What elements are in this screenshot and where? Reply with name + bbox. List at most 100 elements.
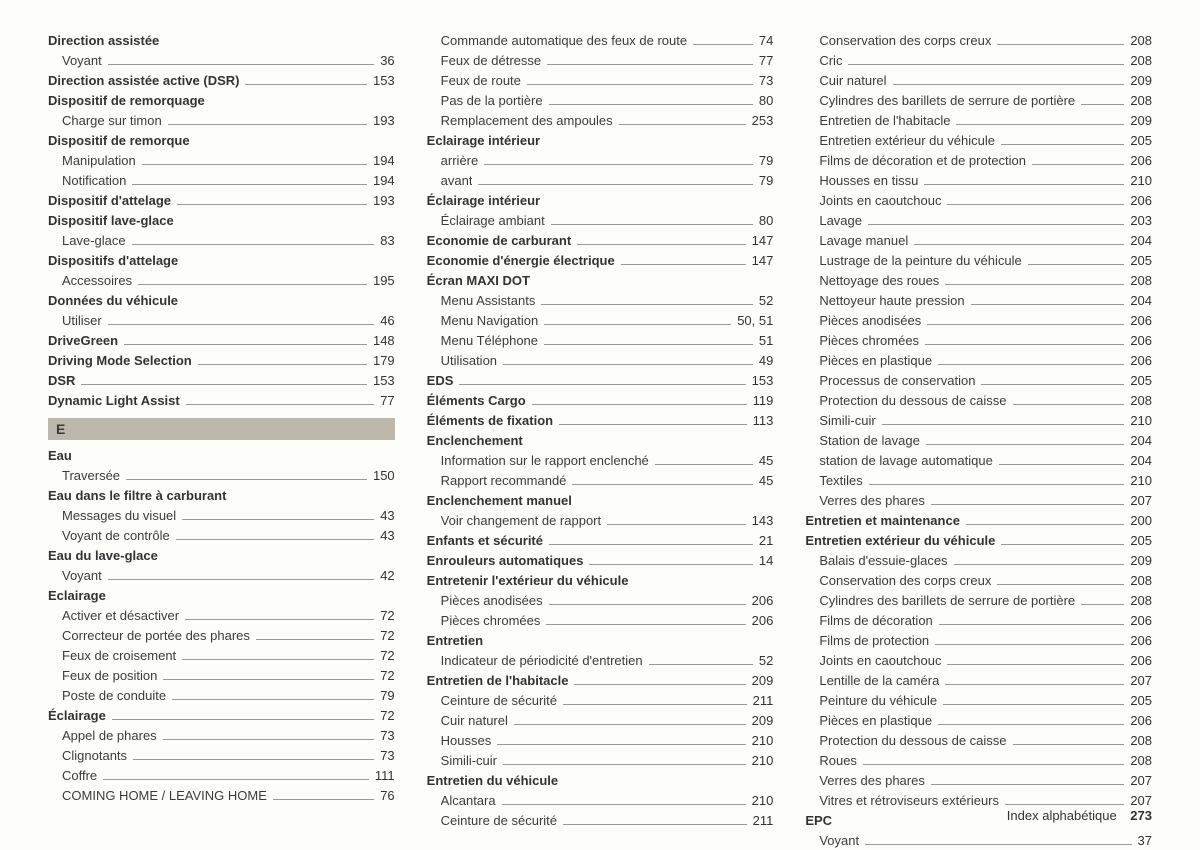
index-entry-label: Cuir naturel bbox=[819, 71, 886, 90]
index-sub-row: Films de décoration206 bbox=[805, 611, 1152, 630]
index-sub-row: COMING HOME / LEAVING HOME76 bbox=[48, 786, 395, 805]
index-entry-label: Cylindres des barillets de serrure de po… bbox=[819, 591, 1075, 610]
index-entry-page: 205 bbox=[1130, 371, 1152, 390]
leader-line bbox=[589, 564, 752, 565]
index-sub-row: Correcteur de portée des phares72 bbox=[48, 626, 395, 645]
index-heading: Dispositifs d'attelage bbox=[48, 251, 395, 270]
index-entry-label: Pièces chromées bbox=[819, 331, 919, 350]
index-heading-row: EDS153 bbox=[427, 371, 774, 390]
index-sub-row: Pas de la portière80 bbox=[427, 91, 774, 110]
index-sub-row: Verres des phares 207 bbox=[805, 771, 1152, 790]
index-entry-label: Verres des phares bbox=[819, 771, 925, 790]
index-sub-row: Lavage203 bbox=[805, 211, 1152, 230]
index-entry-label: Simili-cuir bbox=[441, 751, 497, 770]
index-entry-label: Voyant de contrôle bbox=[62, 526, 170, 545]
index-entry-page: 153 bbox=[373, 371, 395, 390]
leader-line bbox=[108, 579, 374, 580]
leader-line bbox=[142, 164, 367, 165]
page-footer: Index alphabétique 273 bbox=[1007, 808, 1152, 823]
leader-line bbox=[997, 584, 1124, 585]
index-heading-row: Entretien de l'habitacle209 bbox=[427, 671, 774, 690]
leader-line bbox=[138, 284, 367, 285]
leader-line bbox=[186, 404, 374, 405]
index-entry-page: 208 bbox=[1130, 571, 1152, 590]
index-entry-page: 50, 51 bbox=[737, 311, 773, 330]
index-heading: Eau bbox=[48, 446, 395, 465]
index-entry-page: 72 bbox=[380, 706, 394, 725]
leader-line bbox=[572, 484, 752, 485]
leader-line bbox=[163, 679, 374, 680]
index-column-3: Conservation des corps creux208Cric208Cu… bbox=[805, 30, 1152, 850]
index-entry-page: 119 bbox=[753, 391, 774, 410]
letter-header: E bbox=[48, 418, 395, 440]
index-entry-label: Pas de la portière bbox=[441, 91, 543, 110]
leader-line bbox=[563, 704, 747, 705]
index-entry-label: Lentille de la caméra bbox=[819, 671, 939, 690]
index-heading: Entretien du véhicule bbox=[427, 771, 774, 790]
index-sub-row: Pièces anodisées206 bbox=[805, 311, 1152, 330]
index-entry-page: 80 bbox=[759, 211, 773, 230]
index-entry-page: 111 bbox=[375, 766, 395, 785]
index-entry-page: 209 bbox=[1130, 71, 1152, 90]
index-entry-page: 193 bbox=[373, 111, 395, 130]
index-entry-label: Appel de phares bbox=[62, 726, 157, 745]
index-entry-page: 207 bbox=[1130, 771, 1152, 790]
index-heading: Eclairage intérieur bbox=[427, 131, 774, 150]
index-entry-page: 210 bbox=[752, 751, 774, 770]
leader-line bbox=[108, 324, 374, 325]
index-sub-row: Poste de conduite79 bbox=[48, 686, 395, 705]
index-heading: Enclenchement manuel bbox=[427, 491, 774, 510]
index-entry-page: 206 bbox=[1130, 351, 1152, 370]
leader-line bbox=[882, 424, 1125, 425]
index-sub-row: Traversée150 bbox=[48, 466, 395, 485]
leader-line bbox=[559, 424, 747, 425]
index-sub-row: Voyant36 bbox=[48, 51, 395, 70]
index-entry-page: 147 bbox=[752, 251, 774, 270]
index-sub-row: Remplacement des ampoules253 bbox=[427, 111, 774, 130]
index-entry-page: 73 bbox=[759, 71, 773, 90]
index-sub-row: Voyant de contrôle43 bbox=[48, 526, 395, 545]
leader-line bbox=[182, 659, 374, 660]
index-entry-label: Pièces en plastique bbox=[819, 351, 932, 370]
leader-line bbox=[981, 384, 1124, 385]
index-sub-row: Appel de phares 73 bbox=[48, 726, 395, 745]
index-sub-row: Feux de croisement72 bbox=[48, 646, 395, 665]
leader-line bbox=[126, 479, 367, 480]
leader-line bbox=[502, 804, 746, 805]
leader-line bbox=[532, 404, 747, 405]
leader-line bbox=[245, 84, 367, 85]
leader-line bbox=[956, 124, 1124, 125]
leader-line bbox=[112, 719, 374, 720]
index-entry-page: 72 bbox=[380, 626, 394, 645]
index-entry-page: 73 bbox=[380, 726, 394, 745]
index-entry-page: 206 bbox=[1130, 711, 1152, 730]
index-heading: Eau du lave-glace bbox=[48, 546, 395, 565]
index-entry-label: Éléments Cargo bbox=[427, 391, 526, 410]
index-entry-page: 208 bbox=[1130, 51, 1152, 70]
leader-line bbox=[103, 779, 369, 780]
index-heading-row: Enrouleurs automatiques14 bbox=[427, 551, 774, 570]
index-entry-page: 79 bbox=[759, 171, 773, 190]
leader-line bbox=[966, 524, 1124, 525]
index-sub-row: Information sur le rapport enclenché45 bbox=[427, 451, 774, 470]
index-sub-row: Protection du dessous de caisse208 bbox=[805, 391, 1152, 410]
index-entry-page: 210 bbox=[1130, 411, 1152, 430]
index-entry-label: Vitres et rétroviseurs extérieurs bbox=[819, 791, 999, 810]
index-entry-label: Cric bbox=[819, 51, 842, 70]
leader-line bbox=[176, 539, 375, 540]
leader-line bbox=[497, 744, 745, 745]
index-entry-label: Feux de route bbox=[441, 71, 521, 90]
index-heading: Entretien bbox=[427, 631, 774, 650]
index-sub-row: Clignotants73 bbox=[48, 746, 395, 765]
index-entry-label: Protection du dessous de caisse bbox=[819, 731, 1006, 750]
index-sub-row: arrière79 bbox=[427, 151, 774, 170]
index-entry-label: Voyant bbox=[62, 51, 102, 70]
index-sub-row: Films de décoration et de protection206 bbox=[805, 151, 1152, 170]
index-entry-page: 77 bbox=[759, 51, 773, 70]
leader-line bbox=[514, 724, 746, 725]
index-entry-label: Lustrage de la peinture du véhicule bbox=[819, 251, 1021, 270]
index-heading-row: Entretien extérieur du véhicule205 bbox=[805, 531, 1152, 550]
index-entry-label: Information sur le rapport enclenché bbox=[441, 451, 649, 470]
index-entry-label: Protection du dessous de caisse bbox=[819, 391, 1006, 410]
leader-line bbox=[81, 384, 367, 385]
